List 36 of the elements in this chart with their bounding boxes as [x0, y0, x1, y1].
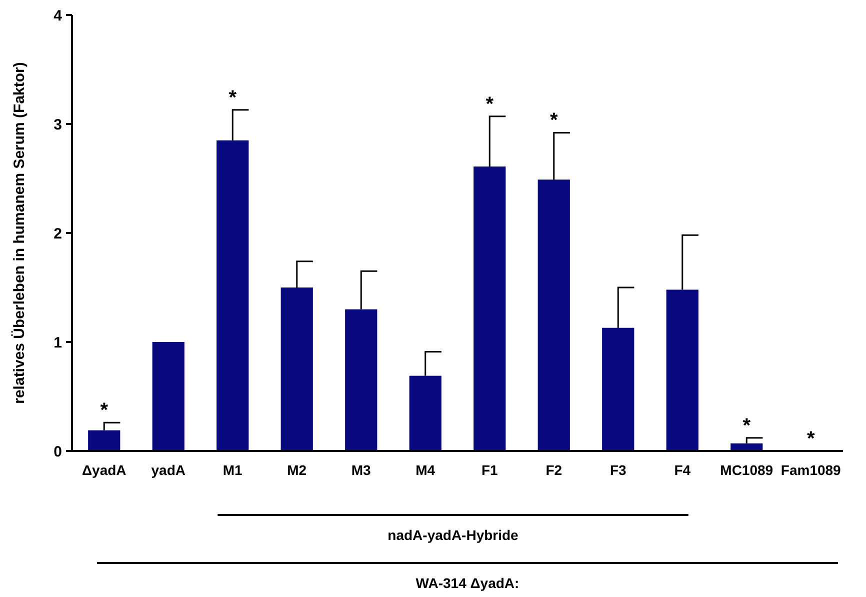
bar [88, 430, 120, 451]
y-tick-label: 2 [54, 225, 62, 242]
text: nadA-yadA-Hybride [388, 527, 519, 543]
bar [474, 166, 506, 451]
y-tick-label: 3 [54, 116, 62, 134]
y-tick-label: 0 [54, 443, 62, 460]
x-tick-label: yadA [151, 462, 186, 478]
annotation: * [806, 428, 815, 450]
bar [152, 342, 184, 451]
bar [409, 376, 442, 451]
y-axis-title: relatives Überleben in humanem Serum (Faktor) [11, 62, 28, 404]
x-tick-label: M3 [351, 462, 372, 478]
x-tick-label: Fam1089 [780, 462, 842, 478]
annotation: * [486, 93, 494, 116]
bar [280, 288, 313, 451]
annotation: * [742, 414, 751, 437]
annotation: * [100, 400, 108, 422]
x-tick-label: M2 [287, 462, 307, 478]
annotation: * [550, 110, 558, 132]
bar [666, 290, 698, 451]
bar [216, 140, 249, 451]
x-tick-label: M4 [416, 462, 436, 478]
text: WA-314 ΔyadA: [416, 575, 520, 591]
bar [345, 309, 378, 451]
x-tick-label: M1 [222, 462, 243, 478]
x-tick-label: F1 [481, 462, 498, 478]
bar [602, 328, 634, 451]
x-tick-label: MC1089 [720, 462, 774, 478]
x-tick-label: ΔyadA [82, 462, 126, 478]
x-tick-label: F3 [610, 462, 627, 478]
y-tick-label: 1 [54, 334, 62, 352]
x-tick-label: F4 [674, 462, 691, 478]
annotation: * [228, 86, 237, 109]
bar [538, 180, 570, 451]
y-tick-label: 4 [54, 7, 63, 24]
x-tick-label: F2 [546, 462, 562, 478]
